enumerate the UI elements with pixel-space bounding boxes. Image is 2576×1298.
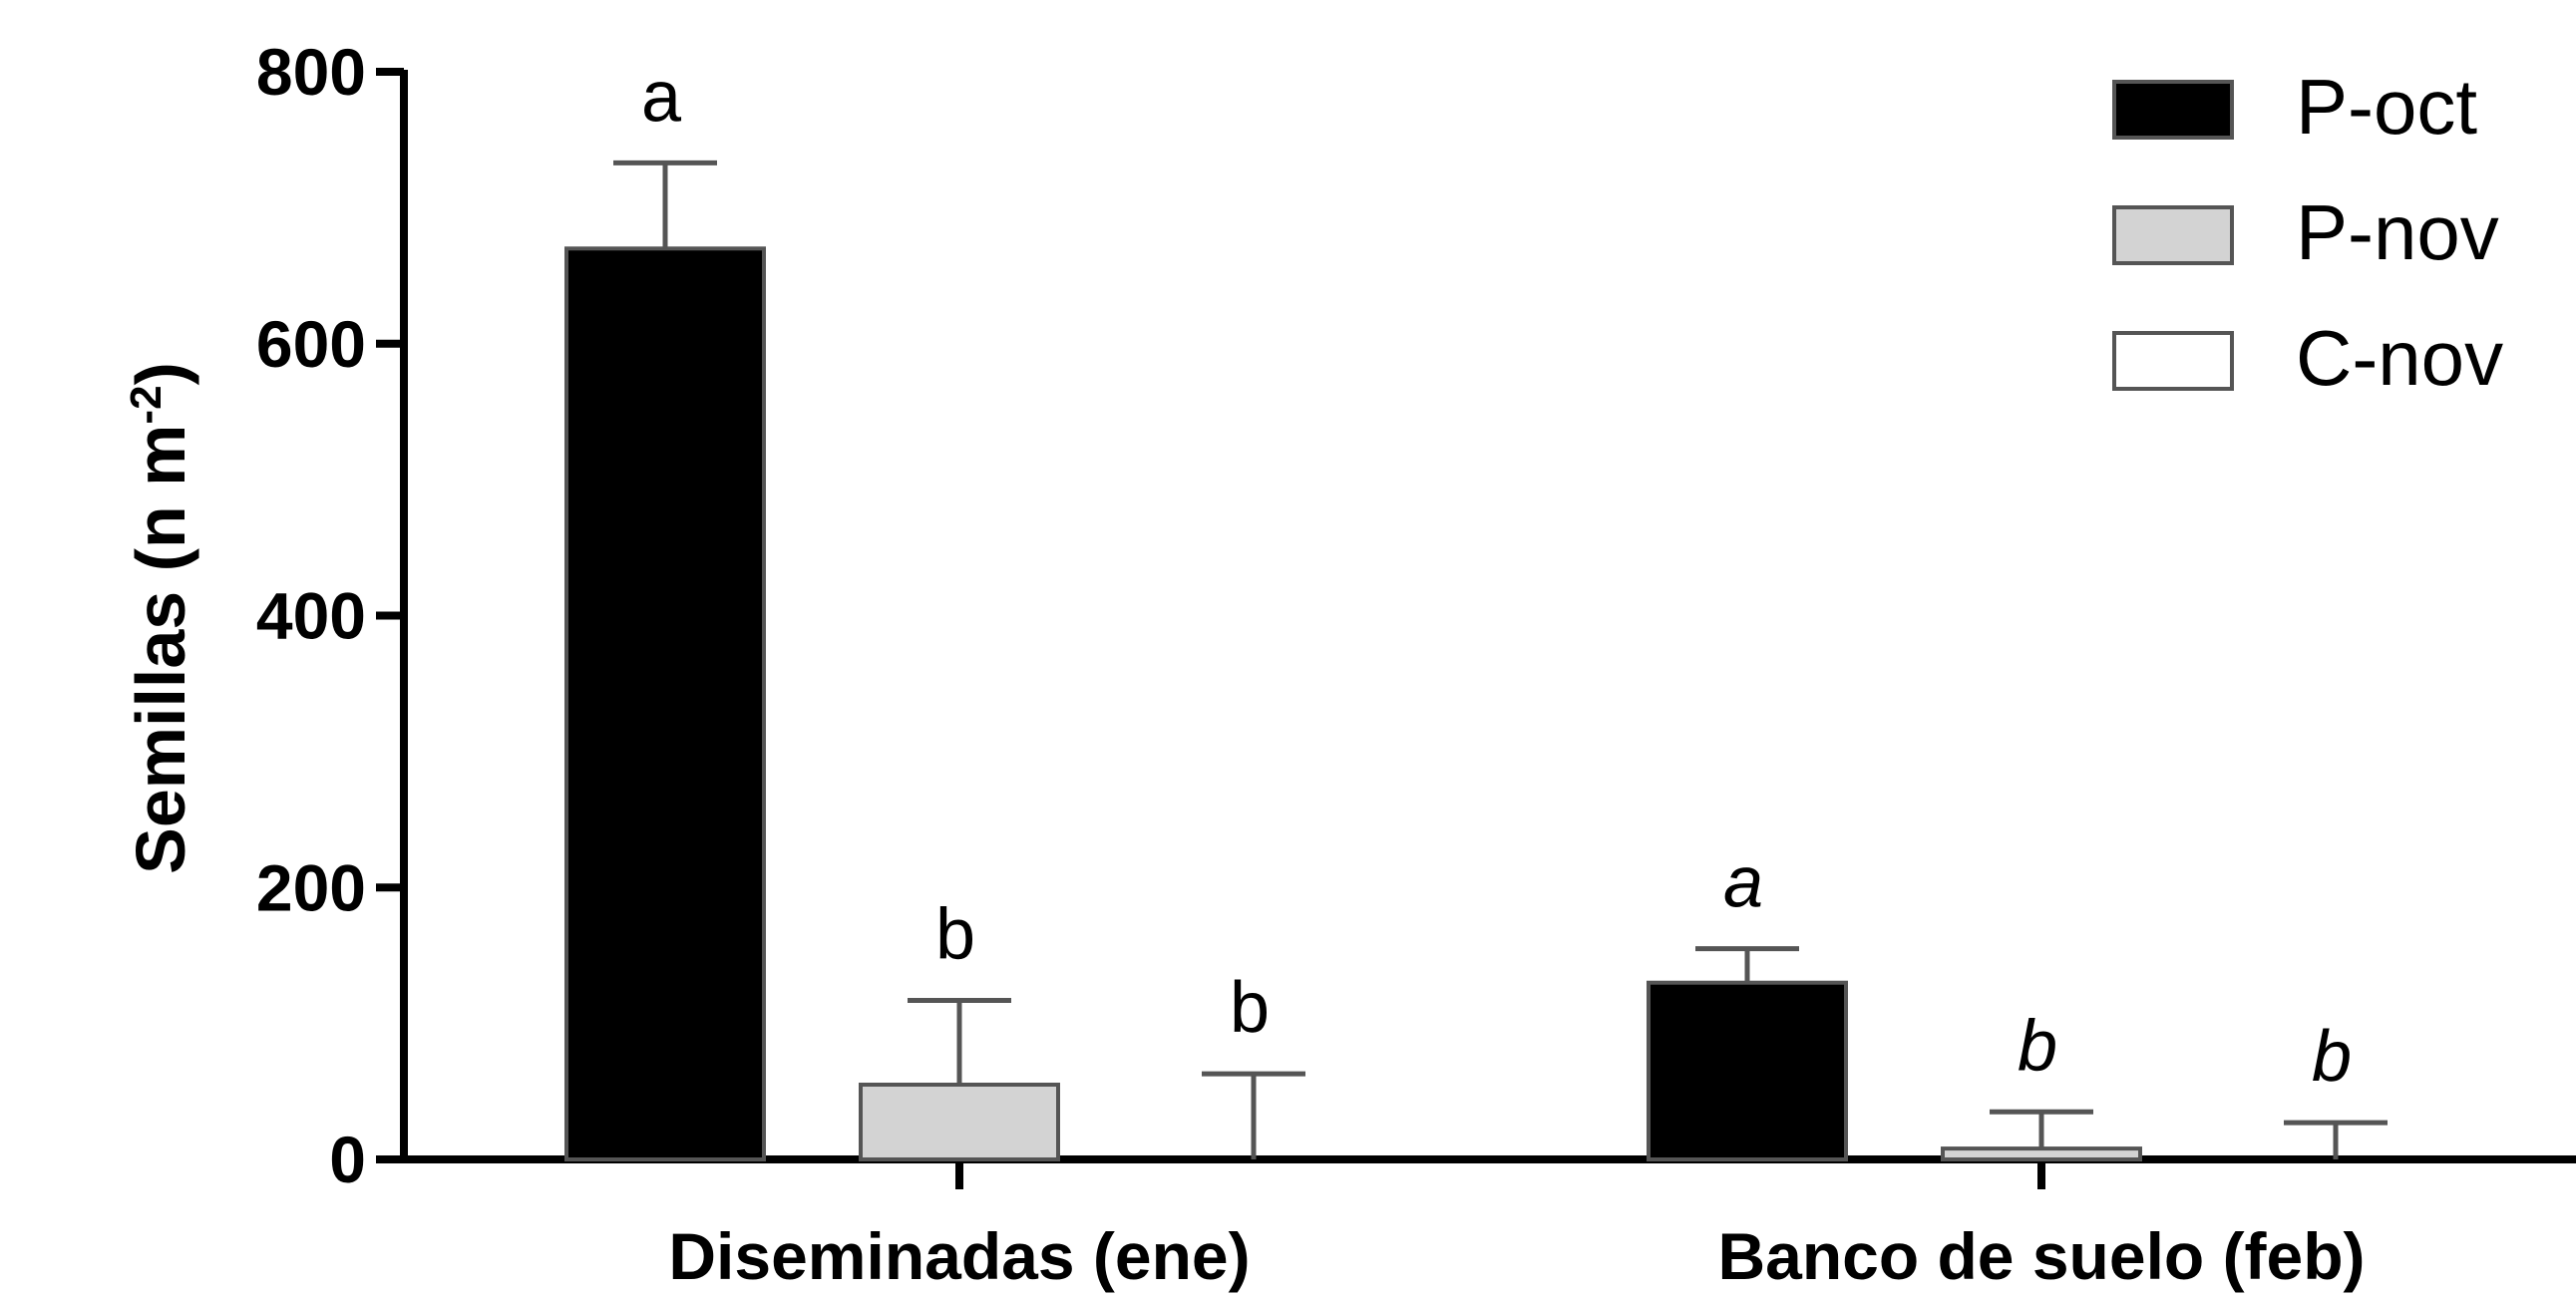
y-tick-label-0: 0 [329,1123,366,1196]
legend-swatch-C-nov [2112,331,2234,391]
legend-label-C-nov: C-nov [2296,314,2503,402]
y-tick-label-200: 200 [256,850,366,924]
significance-letter-C-nov-0: b [1230,968,1270,1048]
bar-P-nov-0 [859,1082,1060,1162]
legend-label-P-oct: P-oct [2296,63,2477,151]
significance-letter-C-nov-1: b [2312,1017,2352,1097]
legend-swatch-P-nov [2112,205,2234,265]
bar-P-nov-1 [1941,1146,2142,1161]
y-tick-label-600: 600 [256,307,366,381]
significance-letters-group: a b b a b b [641,57,2352,1097]
y-axis-title-suffix: ) [122,362,199,385]
significance-letter-P-nov-0: b [935,894,975,974]
y-axis: 0 200 400 600 800 [256,35,408,1196]
significance-letter-P-oct-1: a [1723,843,1763,923]
significance-letter-P-nov-1: b [2018,1006,2057,1086]
significance-letter-P-oct-0: a [641,57,682,137]
x-axis: Diseminadas (ene) Banco de suelo (feb) [404,1155,2576,1293]
y-axis-title: Semillas (n m-2) [122,362,200,874]
y-axis-title-main: Semillas (n m [122,425,199,874]
y-axis-title-superscript: -2 [122,385,171,424]
x-category-label: Banco de suelo (feb) [1717,1219,2365,1293]
legend-swatch-P-oct [2112,80,2234,140]
y-tick-label-400: 400 [256,579,366,653]
error-bars-group [613,160,2388,1159]
bar-P-oct-0 [564,246,766,1162]
x-category-label: Diseminadas (ene) [668,1219,1250,1293]
legend-label-P-nov: P-nov [2296,188,2499,276]
bars-group [564,246,2142,1162]
y-tick-label-800: 800 [256,35,366,109]
bar-P-oct-1 [1647,980,1848,1162]
legend: P-oct P-nov C-nov [2112,63,2503,402]
